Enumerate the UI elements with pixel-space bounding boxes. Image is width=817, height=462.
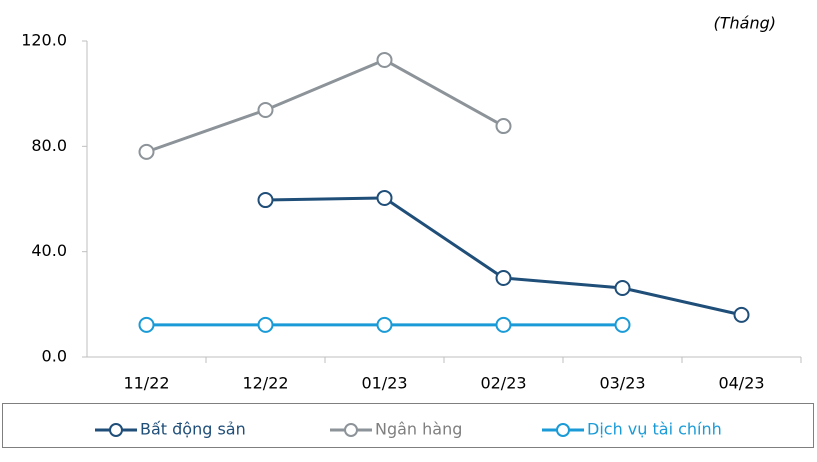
point (376, 189, 393, 206)
x-tick-label: 02/23 (480, 374, 526, 393)
x-tick-label: 12/22 (242, 374, 288, 393)
point (495, 118, 512, 135)
point (257, 316, 274, 333)
series-line (265, 196, 742, 317)
y-tick-label: 0.0 (42, 347, 67, 366)
legend-marker (344, 423, 358, 437)
legend-label: Dịch vụ tài chính (587, 420, 722, 439)
y-tick-label: 80.0 (31, 136, 67, 155)
legend-marker (109, 423, 123, 437)
x-tick-label: 11/22 (123, 374, 169, 393)
point (614, 316, 631, 333)
point (495, 270, 512, 286)
point (376, 51, 393, 68)
x-tick-label: 01/23 (361, 374, 407, 393)
legend-label: Bất động sản (140, 420, 246, 439)
point (733, 306, 750, 323)
point (614, 280, 631, 297)
legend-marker (556, 423, 570, 437)
point (257, 192, 274, 209)
point (376, 316, 393, 333)
x-tick-label: 03/23 (599, 374, 645, 393)
series-line (146, 58, 505, 154)
legend-label: Ngân hàng (375, 420, 462, 439)
legend-box (2, 403, 814, 448)
point (257, 101, 274, 118)
point (495, 316, 512, 333)
point (138, 316, 155, 333)
annotation: (Tháng) (714, 14, 777, 33)
y-tick-label: 120.0 (21, 31, 67, 50)
y-tick-label: 40.0 (31, 241, 67, 260)
x-tick-label: 04/23 (718, 374, 764, 393)
point (138, 143, 155, 160)
